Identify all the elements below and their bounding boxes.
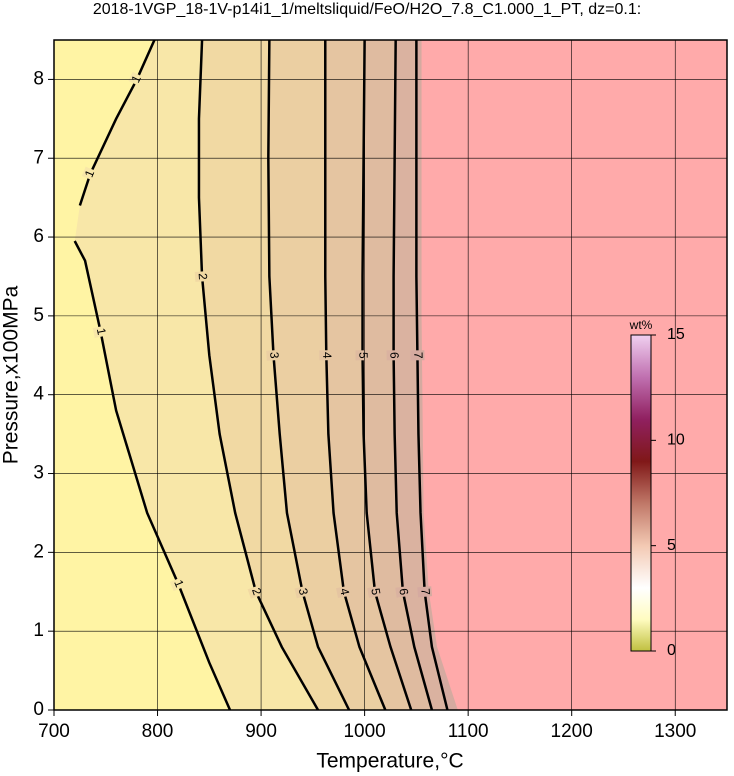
contour-label-bg	[417, 586, 433, 598]
colorbar	[630, 334, 652, 652]
contour-label: 4	[320, 352, 334, 359]
plot-frame	[53, 39, 728, 711]
y-tick-label: 2	[33, 541, 44, 562]
contour-label: 1	[171, 578, 187, 590]
contour-line	[78, 40, 156, 206]
x-tick-label: 1300	[654, 721, 696, 742]
y-tick-label: 3	[33, 463, 44, 484]
colorbar-tick-label: 0	[667, 642, 676, 659]
contour-label: 6	[387, 352, 401, 359]
contour-label-bg	[336, 585, 352, 599]
contour-label: 7	[411, 352, 425, 359]
contour-label: 7	[418, 588, 433, 596]
x-axis-label: Temperature,°C	[316, 750, 463, 773]
contour-line	[392, 40, 434, 710]
contour-label: 5	[356, 352, 370, 359]
contour-label: 2	[249, 586, 265, 597]
y-tick-label: 4	[33, 384, 44, 405]
contour-line	[267, 40, 351, 710]
contour-label-bg	[194, 271, 210, 282]
x-tick-label: 900	[245, 721, 277, 742]
contour-label: 2	[196, 273, 210, 281]
contour-label-bg	[169, 576, 187, 592]
contour-label-bg	[81, 166, 99, 182]
contour-label-bg	[92, 325, 109, 338]
contour-line	[361, 40, 413, 710]
contour-label-bg	[266, 349, 281, 361]
contour-label: 1	[94, 327, 109, 337]
contour-label-bg	[367, 585, 383, 598]
y-tick-label: 1	[33, 620, 44, 641]
contour-label: 5	[368, 587, 383, 596]
contour-line	[324, 40, 387, 710]
contour-label-bg	[355, 350, 370, 361]
contour-label: 3	[296, 587, 311, 597]
y-axis-label: Pressure,x100MPa	[0, 285, 23, 464]
contour-label: 6	[396, 587, 411, 596]
y-tick-label: 7	[33, 147, 44, 168]
x-tick-label: 1100	[448, 721, 489, 742]
contour-label-bg	[395, 585, 411, 598]
overlay: 700 800 900 1000 1100 1200 1300012345678wt%051…	[33, 39, 728, 742]
y-tick-label: 6	[33, 226, 44, 247]
colorbar-tick-label: 10	[667, 432, 685, 449]
contour-line	[73, 240, 232, 710]
contour-label-bg	[386, 350, 401, 361]
colorbar-tick-label: 15	[667, 326, 685, 343]
colorbar-tick-label: 5	[667, 537, 676, 554]
x-tick-label: 1200	[551, 721, 593, 742]
x-tick-label: 1000	[343, 721, 385, 742]
contour-label-bg	[319, 350, 334, 361]
contour-label-bg	[247, 584, 265, 599]
contour-label: 3	[267, 351, 281, 359]
contour-label: 4	[337, 587, 352, 597]
y-tick-label: 8	[33, 68, 44, 89]
contour-label-bg	[294, 585, 311, 599]
contour-label-bg	[410, 350, 425, 361]
chart-title: 2018-1VGP_18-1V-p14i1_1/meltsliquid/FeO/…	[93, 1, 641, 18]
colorbar-label: wt%	[629, 318, 653, 332]
x-tick-label: 800	[142, 721, 174, 742]
contour-line	[415, 40, 449, 710]
contour-label: 1	[82, 168, 98, 180]
y-tick-label: 5	[33, 305, 44, 326]
y-tick-label: 0	[33, 699, 44, 720]
x-tick-label: 700	[38, 721, 70, 742]
